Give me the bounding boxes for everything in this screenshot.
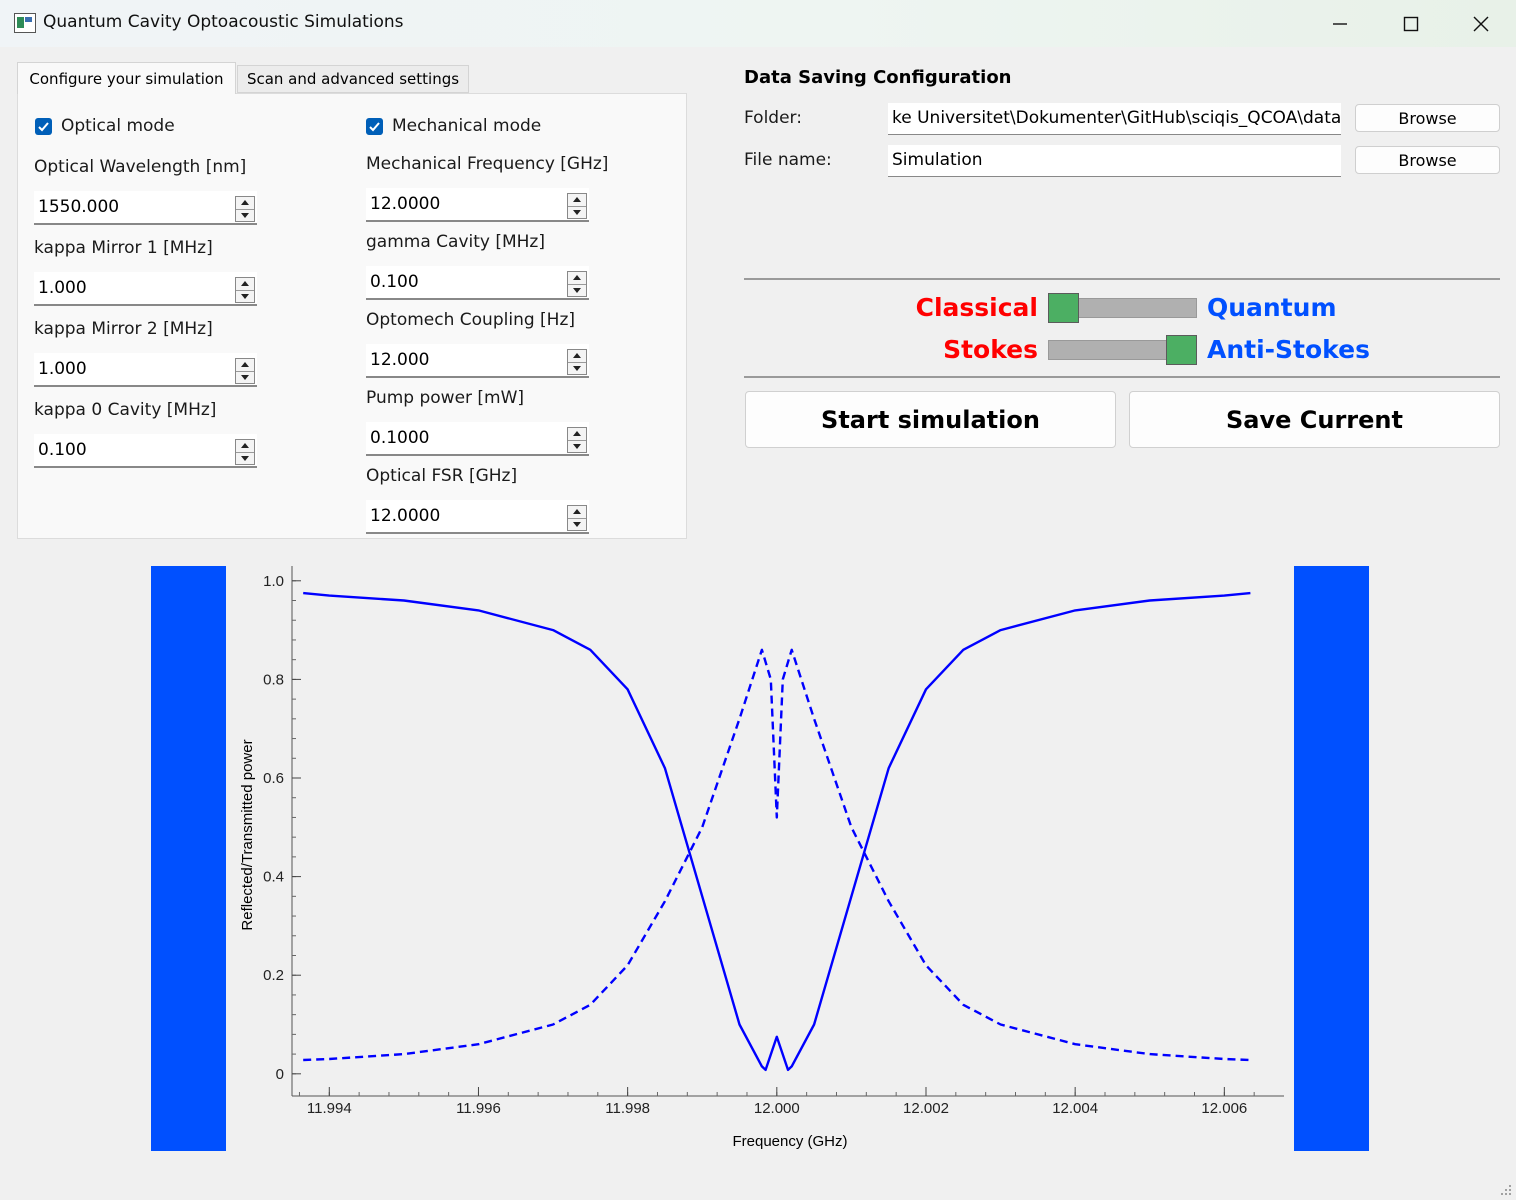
pump-power-value: 0.1000 [370,428,430,448]
save-current-button[interactable]: Save Current [1129,391,1500,448]
mechanical-frequency-value: 12.0000 [370,194,441,214]
reflected-power-line [303,591,1251,1072]
resize-grip-icon[interactable] [1500,1184,1512,1196]
maximize-icon [1403,16,1419,31]
x-tick-label: 11.994 [307,1100,352,1117]
x-axis-label: Frequency (GHz) [732,1133,847,1150]
window-title: Quantum Cavity Optoacoustic Simulations [43,12,404,32]
kappa-mirror-2-spinbox[interactable]: 1.000 [34,353,257,387]
right-color-bar [1294,566,1369,1151]
gamma-cavity-value: 0.100 [370,272,419,292]
file-name-value: Simulation [892,150,983,170]
spin-arrows-icon[interactable] [235,277,255,303]
y-tick-label: 0.2 [263,967,284,984]
spin-arrows-icon[interactable] [235,439,255,465]
folder-label: Folder: [744,108,802,128]
kappa-0-cavity-label: kappa 0 Cavity [MHz] [34,400,217,420]
spin-arrows-icon[interactable] [235,358,255,384]
minimize-button[interactable] [1305,0,1375,47]
y-tick-label: 0 [276,1066,284,1083]
kappa-mirror-1-spinbox[interactable]: 1.000 [34,272,257,306]
classical-label: Classical [915,293,1038,322]
sideband-toggle-knob[interactable] [1166,335,1197,365]
optical-fsr-label: Optical FSR [GHz] [366,466,518,486]
x-tick-label: 12.004 [1052,1100,1098,1117]
y-tick-label: 0.4 [263,869,284,886]
kappa-0-cavity-spinbox[interactable]: 0.100 [34,434,257,468]
y-tick-label: 0.6 [263,770,284,787]
file-name-label: File name: [744,150,832,170]
spin-arrows-icon[interactable] [567,349,587,375]
kappa-mirror-1-label: kappa Mirror 1 [MHz] [34,238,213,258]
folder-input[interactable]: ke Universitet\Dokumenter\GitHub\sciqis_… [888,103,1341,135]
gamma-cavity-spinbox[interactable]: 0.100 [366,266,589,300]
separator [744,278,1500,280]
mechanical-mode-label: Mechanical mode [392,116,542,136]
file-browse-button[interactable]: Browse [1355,146,1500,174]
close-icon [1473,16,1489,31]
optical-wavelength-label: Optical Wavelength [nm] [34,157,247,177]
optomech-coupling-label: Optomech Coupling [Hz] [366,310,576,330]
mechanical-frequency-label: Mechanical Frequency [GHz] [366,154,609,174]
pump-power-spinbox[interactable]: 0.1000 [366,422,589,456]
optomech-coupling-value: 12.000 [370,350,430,370]
title-bar [0,0,1516,47]
close-button[interactable] [1446,0,1516,47]
spin-arrows-icon[interactable] [567,427,587,453]
file-name-input[interactable]: Simulation [888,145,1341,177]
kappa-mirror-2-value: 1.000 [38,359,87,379]
app-icon [14,13,36,33]
y-axis-label: Reflected/Transmitted power [239,739,256,930]
tab-scan-advanced-settings[interactable]: Scan and advanced settings [237,65,469,93]
spin-arrows-icon[interactable] [567,505,587,531]
y-tick-label: 0.8 [263,671,284,688]
checkmark-icon [38,122,49,132]
spin-arrows-icon[interactable] [567,193,587,219]
minimize-icon [1333,22,1347,25]
optomech-coupling-spinbox[interactable]: 12.000 [366,344,589,378]
maximize-button[interactable] [1376,0,1446,47]
x-tick-label: 11.998 [605,1100,650,1117]
folder-value: ke Universitet\Dokumenter\GitHub\sciqis_… [892,108,1341,128]
transmitted-power-line [303,648,1251,1062]
x-tick-label: 12.000 [754,1100,800,1117]
optical-fsr-spinbox[interactable]: 12.0000 [366,500,589,534]
data-saving-title: Data Saving Configuration [744,67,1012,88]
pump-power-label: Pump power [mW] [366,388,525,408]
folder-browse-button[interactable]: Browse [1355,104,1500,132]
start-simulation-button[interactable]: Start simulation [745,391,1116,448]
separator [744,376,1500,378]
mode-toggle-knob[interactable] [1048,293,1079,323]
tab-configure-simulation[interactable]: Configure your simulation [17,62,236,94]
optical-mode-label: Optical mode [61,116,175,136]
x-tick-label: 12.006 [1201,1100,1247,1117]
stokes-label: Stokes [943,335,1038,364]
gamma-cavity-label: gamma Cavity [MHz] [366,232,545,252]
x-tick-label: 12.002 [903,1100,949,1117]
optical-wavelength-value: 1550.000 [38,197,120,217]
kappa-mirror-2-label: kappa Mirror 2 [MHz] [34,319,213,339]
quantum-label: Quantum [1207,293,1337,322]
anti-stokes-label: Anti-Stokes [1207,335,1370,364]
spin-arrows-icon[interactable] [235,196,255,222]
spin-arrows-icon[interactable] [567,271,587,297]
kappa-mirror-1-value: 1.000 [38,278,87,298]
kappa-0-cavity-value: 0.100 [38,440,87,460]
y-tick-label: 1.0 [263,573,284,590]
x-tick-label: 11.996 [456,1100,501,1117]
optical-mode-checkbox[interactable] [35,118,52,135]
optical-wavelength-spinbox[interactable]: 1550.000 [34,191,257,225]
optical-fsr-value: 12.0000 [370,506,441,526]
mechanical-mode-checkbox[interactable] [366,118,383,135]
left-color-bar [151,566,226,1151]
checkmark-icon [369,122,380,132]
mechanical-frequency-spinbox[interactable]: 12.0000 [366,188,589,222]
